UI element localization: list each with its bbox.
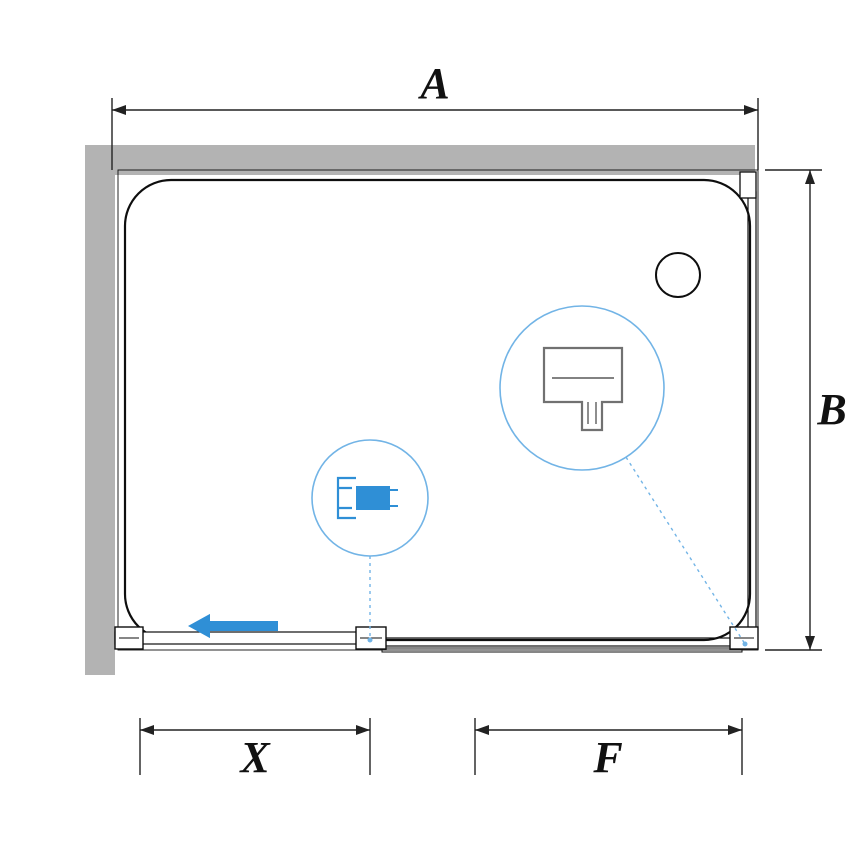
dim-label-A: A xyxy=(417,59,449,108)
dim-label-B: B xyxy=(816,385,846,434)
detail-circle-2 xyxy=(500,306,664,470)
dim-label-F: F xyxy=(592,733,622,782)
detail-circle-2-leader xyxy=(626,457,745,644)
technical-drawing: A B X F xyxy=(0,0,854,854)
bracket-top-right xyxy=(740,172,756,198)
drain xyxy=(656,253,700,297)
door-rail-upper xyxy=(115,632,375,644)
dim-label-X: X xyxy=(238,733,271,782)
wall-top xyxy=(85,145,755,175)
wall-left xyxy=(85,145,115,675)
outer-frame xyxy=(118,170,758,650)
